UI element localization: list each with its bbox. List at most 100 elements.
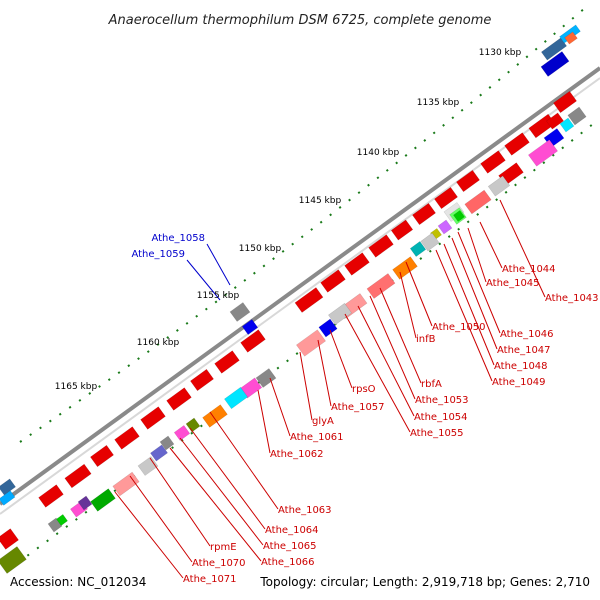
- gene-feature: [0, 528, 19, 550]
- gene-label: Athe_1064: [265, 525, 319, 536]
- leader-line: [467, 227, 487, 283]
- gene-feature: [567, 106, 587, 126]
- gene-feature: [540, 51, 570, 77]
- leader-line: [189, 427, 266, 530]
- gene-feature: [229, 302, 251, 322]
- gene-label: Athe_1059: [131, 249, 185, 260]
- gene-track: [0, 24, 587, 574]
- gene-label: Athe_1065: [263, 541, 317, 552]
- leader-line: [399, 271, 417, 339]
- gene-feature: [140, 406, 166, 430]
- gene-label: glyA: [312, 416, 334, 427]
- gene-feature: [64, 463, 92, 489]
- gene-feature: [434, 186, 458, 210]
- gene-feature: [344, 252, 370, 276]
- gene-label: Athe_1054: [414, 412, 468, 423]
- scale-tick-label: 1150 kbp: [239, 244, 282, 254]
- gene-feature: [202, 404, 228, 428]
- leader-line: [435, 249, 493, 382]
- leader-line: [209, 411, 279, 510]
- gene-feature: [420, 232, 440, 252]
- leader-line: [379, 287, 422, 384]
- gene-feature: [114, 426, 140, 450]
- gene-label: Athe_1048: [494, 361, 548, 372]
- leader-line: [257, 389, 271, 454]
- gene-feature: [559, 117, 575, 133]
- gene-feature: [0, 546, 27, 574]
- leader-line: [179, 437, 264, 546]
- scale-tick-label: 1155 kbp: [197, 291, 240, 301]
- leader-line: [457, 231, 501, 334]
- gene-label: Athe_1055: [410, 428, 464, 439]
- gene-feature: [240, 329, 266, 353]
- gene-label: rpsO: [352, 384, 376, 395]
- gene-feature: [487, 175, 511, 197]
- leader-line: [479, 221, 503, 269]
- scale-tick-label: 1135 kbp: [417, 98, 460, 108]
- gene-feature: [392, 256, 418, 280]
- leader-line: [443, 243, 495, 366]
- gene-feature: [296, 329, 326, 357]
- gene-label: Athe_1053: [415, 395, 469, 406]
- gene-feature: [150, 444, 168, 462]
- leader-line: [357, 305, 415, 417]
- scale-tick-label: 1160 kbp: [137, 338, 180, 348]
- gene-feature: [437, 219, 453, 235]
- leader-line: [317, 339, 332, 407]
- gene-label: Athe_1062: [270, 449, 324, 460]
- gene-label: Athe_1071: [183, 574, 237, 585]
- gene-feature: [255, 368, 277, 388]
- gene-label: Athe_1049: [492, 377, 546, 388]
- gene-feature: [185, 417, 201, 433]
- gene-label: Athe_1044: [502, 264, 556, 275]
- gene-label: rbfA: [421, 379, 442, 390]
- gene-label: Athe_1058: [151, 233, 205, 244]
- gene-feature: [190, 368, 214, 392]
- scale-tick-label: 1130 kbp: [479, 48, 522, 58]
- scale-ring: [7, 7, 599, 571]
- scale-tick-label: 1140 kbp: [357, 148, 400, 158]
- gene-label: Athe_1070: [192, 558, 246, 569]
- scale-tick-label: 1145 kbp: [299, 196, 342, 206]
- leader-line: [405, 261, 433, 327]
- gene-feature: [77, 495, 93, 511]
- gene-label: Athe_1047: [497, 345, 551, 356]
- gene-label: Athe_1063: [278, 505, 332, 516]
- gene-feature: [464, 189, 492, 215]
- gene-feature: [390, 219, 414, 241]
- gene-feature: [137, 456, 159, 476]
- leader-line: [329, 329, 353, 389]
- gene-feature: [0, 490, 16, 506]
- genome-stats-text: Topology: circular; Length: 2,919,718 bp…: [259, 575, 590, 589]
- leader-line: [369, 295, 416, 400]
- gene-feature: [173, 425, 191, 441]
- gene-label: Athe_1045: [486, 278, 540, 289]
- leader-line: [129, 475, 193, 563]
- gene-feature: [241, 319, 259, 335]
- leader-line: [451, 237, 498, 350]
- map-title: Anaerocellum thermophilum DSM 6725, comp…: [108, 13, 492, 28]
- gene-feature: [38, 484, 64, 508]
- gene-label: Athe_1050: [432, 322, 486, 333]
- gene-feature: [528, 139, 558, 167]
- gene-feature: [412, 202, 436, 226]
- gene-feature: [453, 210, 465, 222]
- gene-feature: [214, 350, 240, 374]
- gene-label: rpmE: [210, 542, 237, 553]
- leader-line: [344, 313, 411, 433]
- label-leader-lines: [114, 199, 546, 579]
- gene-feature: [56, 514, 68, 526]
- gene-label: Athe_1043: [545, 293, 599, 304]
- gene-feature: [224, 386, 248, 410]
- leader-line: [299, 351, 313, 421]
- leader-line: [186, 259, 221, 301]
- leader-line: [149, 457, 211, 547]
- gene-feature: [328, 302, 352, 326]
- gene-feature: [366, 273, 396, 299]
- gene-feature: [409, 241, 427, 257]
- scale-tick-label: 1165 kbp: [55, 382, 98, 392]
- gene-feature: [368, 234, 394, 258]
- gene-feature: [294, 287, 324, 313]
- gene-label: Athe_1046: [500, 329, 554, 340]
